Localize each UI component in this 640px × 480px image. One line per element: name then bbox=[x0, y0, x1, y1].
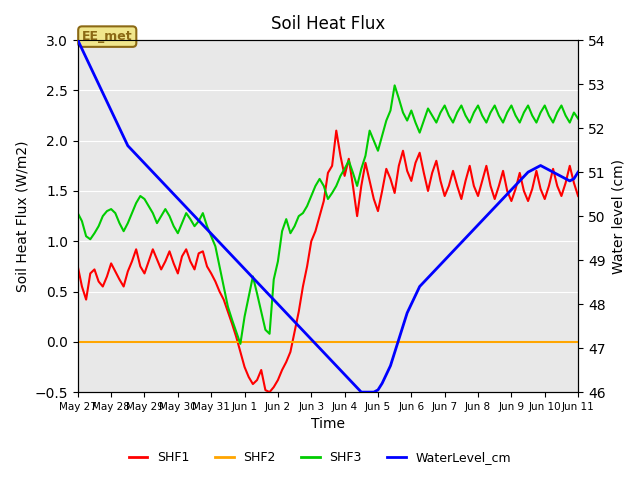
X-axis label: Time: Time bbox=[311, 418, 345, 432]
Text: EE_met: EE_met bbox=[82, 30, 132, 43]
Legend: SHF1, SHF2, SHF3, WaterLevel_cm: SHF1, SHF2, SHF3, WaterLevel_cm bbox=[124, 446, 516, 469]
Y-axis label: Water level (cm): Water level (cm) bbox=[611, 158, 625, 274]
Y-axis label: Soil Heat Flux (W/m2): Soil Heat Flux (W/m2) bbox=[15, 140, 29, 292]
Title: Soil Heat Flux: Soil Heat Flux bbox=[271, 15, 385, 33]
